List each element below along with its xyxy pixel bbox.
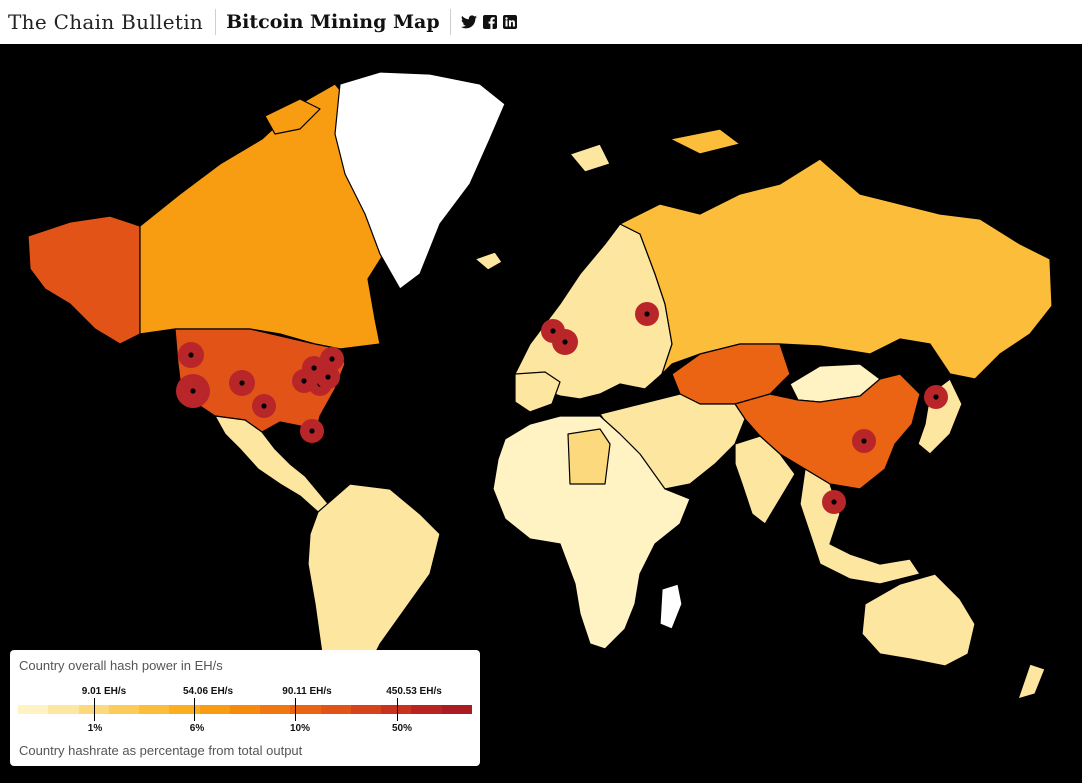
legend-ehs-label: 90.11 EH/s xyxy=(282,686,332,697)
legend-pct-label: 6% xyxy=(189,723,205,734)
country-libya[interactable] xyxy=(567,428,611,485)
hotspot-washington[interactable] xyxy=(178,342,204,368)
top-bar: The Chain Bulletin Bitcoin Mining Map xyxy=(0,0,1082,44)
legend-title: Country overall hash power in EH/s xyxy=(19,658,223,673)
divider xyxy=(449,9,451,35)
scale-swatch xyxy=(381,705,412,714)
hotspot-colorado[interactable] xyxy=(229,370,255,396)
facebook-icon[interactable] xyxy=(482,15,497,29)
map-canvas[interactable] xyxy=(0,44,1082,778)
country-iceland[interactable] xyxy=(474,251,503,271)
country-russia[interactable] xyxy=(619,158,1053,380)
hotspot-hong-kong[interactable] xyxy=(852,429,876,453)
country-india[interactable] xyxy=(734,435,796,525)
country-madagascar[interactable] xyxy=(659,583,683,630)
scale-swatch xyxy=(229,705,261,714)
scale-swatch xyxy=(48,705,79,714)
scale-swatch xyxy=(290,705,321,714)
region-russian-arctic[interactable] xyxy=(669,128,741,155)
legend-pct-label: 50% xyxy=(391,723,413,734)
world-map[interactable] xyxy=(0,44,1082,778)
country-spain[interactable] xyxy=(514,371,561,413)
social-links xyxy=(451,15,517,29)
scale-swatch xyxy=(411,705,442,714)
country-australia[interactable] xyxy=(861,573,976,667)
legend-color-scale xyxy=(18,705,472,714)
scale-swatch xyxy=(108,705,140,714)
region-arctic-islands[interactable] xyxy=(264,98,321,135)
legend-ehs-label: 54.06 EH/s xyxy=(182,686,234,697)
hotspot-texas[interactable] xyxy=(252,394,276,418)
scale-swatch xyxy=(260,705,291,714)
hotspot-layer xyxy=(176,302,948,514)
hotspot-moscow[interactable] xyxy=(635,302,659,326)
scale-swatch xyxy=(139,705,170,714)
legend-footer: Country hashrate as percentage from tota… xyxy=(19,743,303,758)
hotspot-japan[interactable] xyxy=(924,385,948,409)
brand-logo[interactable]: The Chain Bulletin xyxy=(8,10,204,34)
legend-tick xyxy=(397,698,398,721)
legend-tick xyxy=(194,698,195,721)
legend-tick xyxy=(295,698,296,721)
hotspot-pennsylvania[interactable] xyxy=(316,365,340,389)
legend-ehs-label: 9.01 EH/s xyxy=(81,686,127,697)
scale-swatch xyxy=(18,705,49,714)
hotspot-singapore[interactable] xyxy=(822,490,846,514)
linkedin-icon[interactable] xyxy=(502,15,517,29)
country-greenland[interactable] xyxy=(334,71,506,290)
legend-ehs-label: 450.53 EH/s xyxy=(386,686,442,697)
country-alaska[interactable] xyxy=(27,215,141,345)
page-title: Bitcoin Mining Map xyxy=(226,11,440,33)
scale-swatch xyxy=(199,705,230,714)
scale-swatch xyxy=(169,705,200,714)
scale-swatch xyxy=(350,705,382,714)
map-legend: Country overall hash power in EH/s 9.01 … xyxy=(10,650,480,766)
hotspot-california[interactable] xyxy=(176,374,210,408)
scale-swatch xyxy=(78,705,109,714)
legend-pct-label: 10% xyxy=(289,723,311,734)
divider xyxy=(215,9,217,35)
scale-swatch xyxy=(441,705,472,714)
twitter-icon[interactable] xyxy=(460,15,477,29)
legend-tick xyxy=(94,698,95,721)
country-japan[interactable] xyxy=(917,378,963,455)
hotspot-germany[interactable] xyxy=(552,329,578,355)
region-svalbard[interactable] xyxy=(569,143,611,173)
hotspot-florida[interactable] xyxy=(300,419,324,443)
hotspot-new-york[interactable] xyxy=(320,347,344,371)
scale-swatch xyxy=(320,705,351,714)
country-new-zealand[interactable] xyxy=(1017,663,1046,700)
legend-pct-label: 1% xyxy=(87,723,103,734)
region-africa[interactable] xyxy=(492,415,691,650)
